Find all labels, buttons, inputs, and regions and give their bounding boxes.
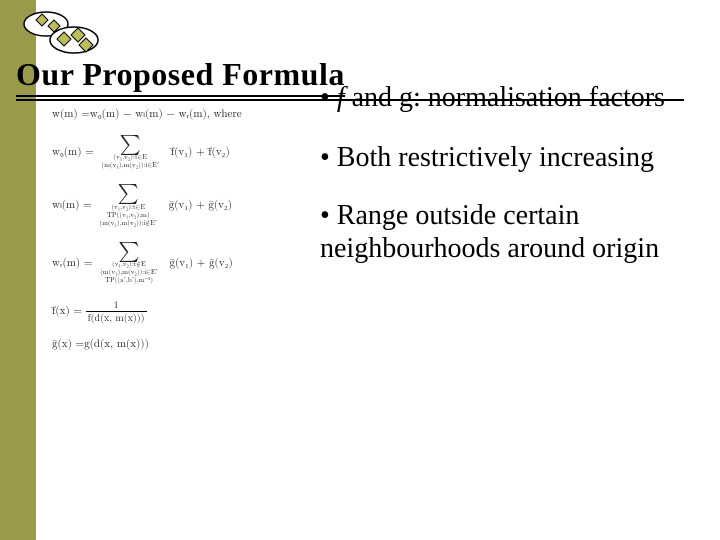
bullet-1-f: f	[337, 82, 345, 113]
eq-wr-term: ḡ(v₁) + ḡ(v₂)	[169, 257, 232, 270]
eq-fbar-frac: 1 f(d(x, m(x)))	[86, 299, 147, 324]
eq-wr-sub1: (v₁,v₂):t∉E	[100, 261, 158, 269]
eq-wl-term: ḡ(v₁) + ḡ(v₂)	[169, 199, 232, 212]
slide-title: Our Proposed Formula	[16, 56, 345, 97]
eq-wr-sum: ∑ (v₁,v₂):t∉E (m(v₁),m(v₂)):i∈E′ TP((a′,…	[100, 242, 158, 285]
logo-icon	[16, 6, 112, 62]
eq-w0-sum: ∑ (v₁,v₂):t∈E (m(v₁),m(v₂)):i∈E′	[101, 135, 159, 170]
bullet-2: • Both restrictively increasing	[320, 142, 700, 174]
eq-gbar-rhs: g(d(x, m(x)))	[84, 338, 149, 351]
eq-wl-sum: ∑ (v₁,v₂):t∈E TP((v₁,v₂),m) (m(v₁),m(v₂)…	[99, 184, 157, 227]
eq-wr-sub2: (m(v₁),m(v₂)):i∈E′	[100, 269, 158, 277]
eq-wl-sub3: (m(v₁),m(v₂)):i∉E′	[99, 220, 157, 228]
bullet-3: • Range outside certain neighbourhoods a…	[320, 200, 700, 264]
eq-wr-lhs: wᵣ(m) =	[52, 257, 92, 270]
eq-fbar-den: f(d(x, m(x)))	[86, 312, 147, 324]
eq-wl-lhs: wₗ(m) =	[52, 199, 92, 212]
bullet-1-rest: and g: normalisation factors	[345, 82, 665, 113]
slide-title-text: Our Proposed Formula	[16, 56, 345, 97]
eq-w0: w₀(m) = ∑ (v₁,v₂):t∈E (m(v₁),m(v₂)):i∈E′…	[52, 135, 310, 170]
eq-w-lhs: w(m) =	[52, 108, 90, 121]
eq-gbar: ḡ(x) = g(d(x, m(x)))	[52, 338, 310, 351]
sigma-icon: ∑	[118, 183, 139, 203]
eq-wr-sub3: TP((a′,b′),m⁻¹)	[100, 277, 158, 285]
eq-w0-sub2: (m(v₁),m(v₂)):i∈E′	[101, 162, 159, 170]
eq-w0-term: f̄(v₁) + f̄(v₂)	[171, 146, 230, 159]
eq-fbar-num: 1	[86, 299, 147, 312]
eq-wl: wₗ(m) = ∑ (v₁,v₂):t∈E TP((v₁,v₂),m) (m(v…	[52, 184, 310, 227]
sigma-icon: ∑	[118, 241, 139, 261]
slide: Our Proposed Formula w(m) = w₀(m) − wₗ(m…	[0, 0, 720, 540]
eq-w-rhs: w₀(m) − wₗ(m) − wᵣ(m), where	[90, 108, 242, 121]
eq-w: w(m) = w₀(m) − wₗ(m) − wᵣ(m), where	[52, 108, 310, 121]
eq-wl-sub1: (v₁,v₂):t∈E	[99, 204, 157, 212]
bullet-list: • f and g: normalisation factors • Both …	[320, 82, 700, 291]
bullet-1: • f and g: normalisation factors	[320, 82, 700, 114]
eq-gbar-lhs: ḡ(x) =	[52, 338, 84, 351]
sigma-icon: ∑	[120, 134, 141, 154]
eq-w0-lhs: w₀(m) =	[52, 146, 94, 159]
eq-fbar-lhs: f̄(x) =	[52, 305, 82, 318]
eq-fbar: f̄(x) = 1 f(d(x, m(x)))	[52, 299, 310, 324]
eq-wr: wᵣ(m) = ∑ (v₁,v₂):t∉E (m(v₁),m(v₂)):i∈E′…	[52, 242, 310, 285]
eq-wl-sub2: TP((v₁,v₂),m)	[99, 212, 157, 220]
formula-block: w(m) = w₀(m) − wₗ(m) − wᵣ(m), where w₀(m…	[52, 108, 310, 365]
bullet-1-dot: •	[320, 82, 337, 113]
